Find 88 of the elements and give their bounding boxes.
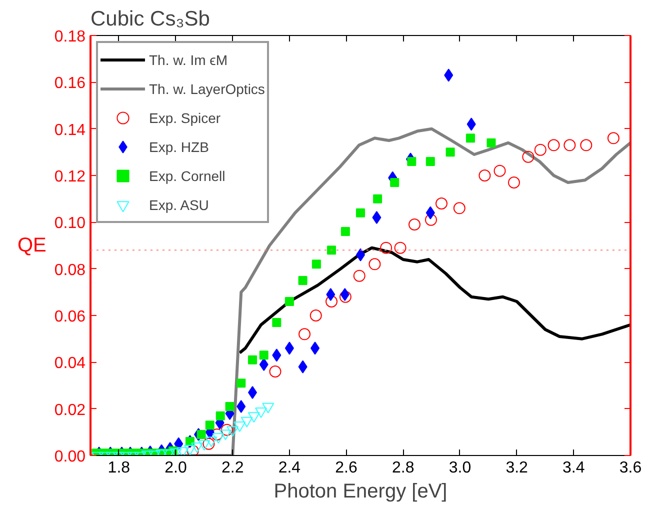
point — [446, 148, 455, 157]
point — [272, 348, 282, 362]
point — [259, 350, 268, 360]
y-axis-title: QE — [17, 234, 46, 256]
point — [564, 139, 576, 152]
legend-label: Th. w. Im ϵM — [149, 50, 228, 70]
x-tick-label: 3.2 — [506, 460, 528, 476]
point — [205, 420, 214, 430]
point — [339, 290, 352, 303]
point — [298, 360, 308, 374]
point — [478, 170, 491, 182]
point — [298, 276, 308, 285]
x-tick-label: 2.4 — [278, 460, 301, 476]
point — [373, 194, 382, 204]
x-tick-label: 3.4 — [562, 460, 585, 476]
y-tick-label: 0.12 — [54, 168, 86, 186]
point — [534, 144, 546, 156]
point — [394, 242, 406, 254]
y-tick-label: 0.06 — [54, 308, 86, 326]
point — [368, 258, 381, 270]
y-tick-label: 0.00 — [54, 448, 86, 466]
point — [466, 118, 476, 131]
point — [426, 206, 435, 220]
point — [390, 178, 400, 187]
point — [607, 132, 620, 144]
point — [196, 430, 206, 439]
y-tick-label: 0.02 — [54, 402, 86, 419]
y-tick-label: 0.16 — [54, 75, 86, 92]
legend-label: Th. w. LayerOptics — [149, 80, 265, 98]
y-tick-label: 0.08 — [54, 262, 86, 279]
point — [326, 296, 338, 308]
point — [340, 227, 350, 236]
point — [494, 164, 506, 177]
point — [202, 438, 215, 450]
point — [408, 218, 420, 230]
x-tick-label: 2.8 — [392, 460, 414, 476]
point — [580, 139, 592, 152]
chart-title: Cubic Cs₃Sb — [90, 8, 210, 30]
point — [220, 424, 233, 436]
point — [312, 260, 321, 269]
x-tick-label: 2.2 — [221, 460, 244, 476]
legend-label: Exp. Cornell — [149, 166, 226, 186]
x-tick-label: 1.8 — [108, 460, 130, 476]
point — [298, 328, 311, 340]
y-tick-label: 0.14 — [54, 122, 86, 139]
x-axis-title: Photon Energy [eV] — [274, 480, 448, 502]
point — [424, 214, 437, 226]
point — [327, 246, 336, 255]
point — [210, 428, 223, 440]
point — [248, 355, 257, 364]
legend-label: Exp. Spicer — [149, 108, 221, 128]
point — [522, 150, 534, 163]
point — [356, 208, 365, 218]
point — [353, 270, 366, 282]
point — [284, 342, 294, 355]
point — [310, 342, 320, 355]
point — [326, 288, 336, 301]
x-tick-label: 3.6 — [619, 460, 642, 476]
point — [259, 358, 268, 371]
point — [372, 211, 382, 224]
point — [236, 400, 246, 413]
y-tick-label: 0.04 — [54, 355, 86, 372]
point — [486, 138, 496, 148]
point — [508, 176, 520, 188]
point — [269, 366, 282, 378]
point — [426, 157, 435, 166]
point — [444, 68, 454, 82]
point — [380, 242, 392, 254]
y-tick-label: 0.10 — [54, 215, 86, 232]
x-tick-label: 2.6 — [335, 460, 358, 476]
point — [310, 310, 322, 322]
point — [216, 411, 225, 420]
point — [548, 139, 560, 152]
point — [284, 297, 294, 306]
legend-label: Exp. HZB — [149, 138, 209, 156]
y-tick-label: 0.18 — [54, 28, 86, 46]
point — [407, 157, 416, 166]
x-tick-label: 2.0 — [164, 460, 187, 476]
legend-label: Exp. ASU — [149, 196, 209, 214]
point — [340, 288, 350, 301]
line-series — [238, 246, 630, 354]
point — [453, 202, 466, 214]
point — [466, 134, 475, 143]
point — [272, 318, 282, 327]
point — [436, 198, 448, 210]
point — [236, 378, 246, 388]
x-tick-label: 3.0 — [448, 460, 472, 476]
point — [225, 402, 234, 411]
